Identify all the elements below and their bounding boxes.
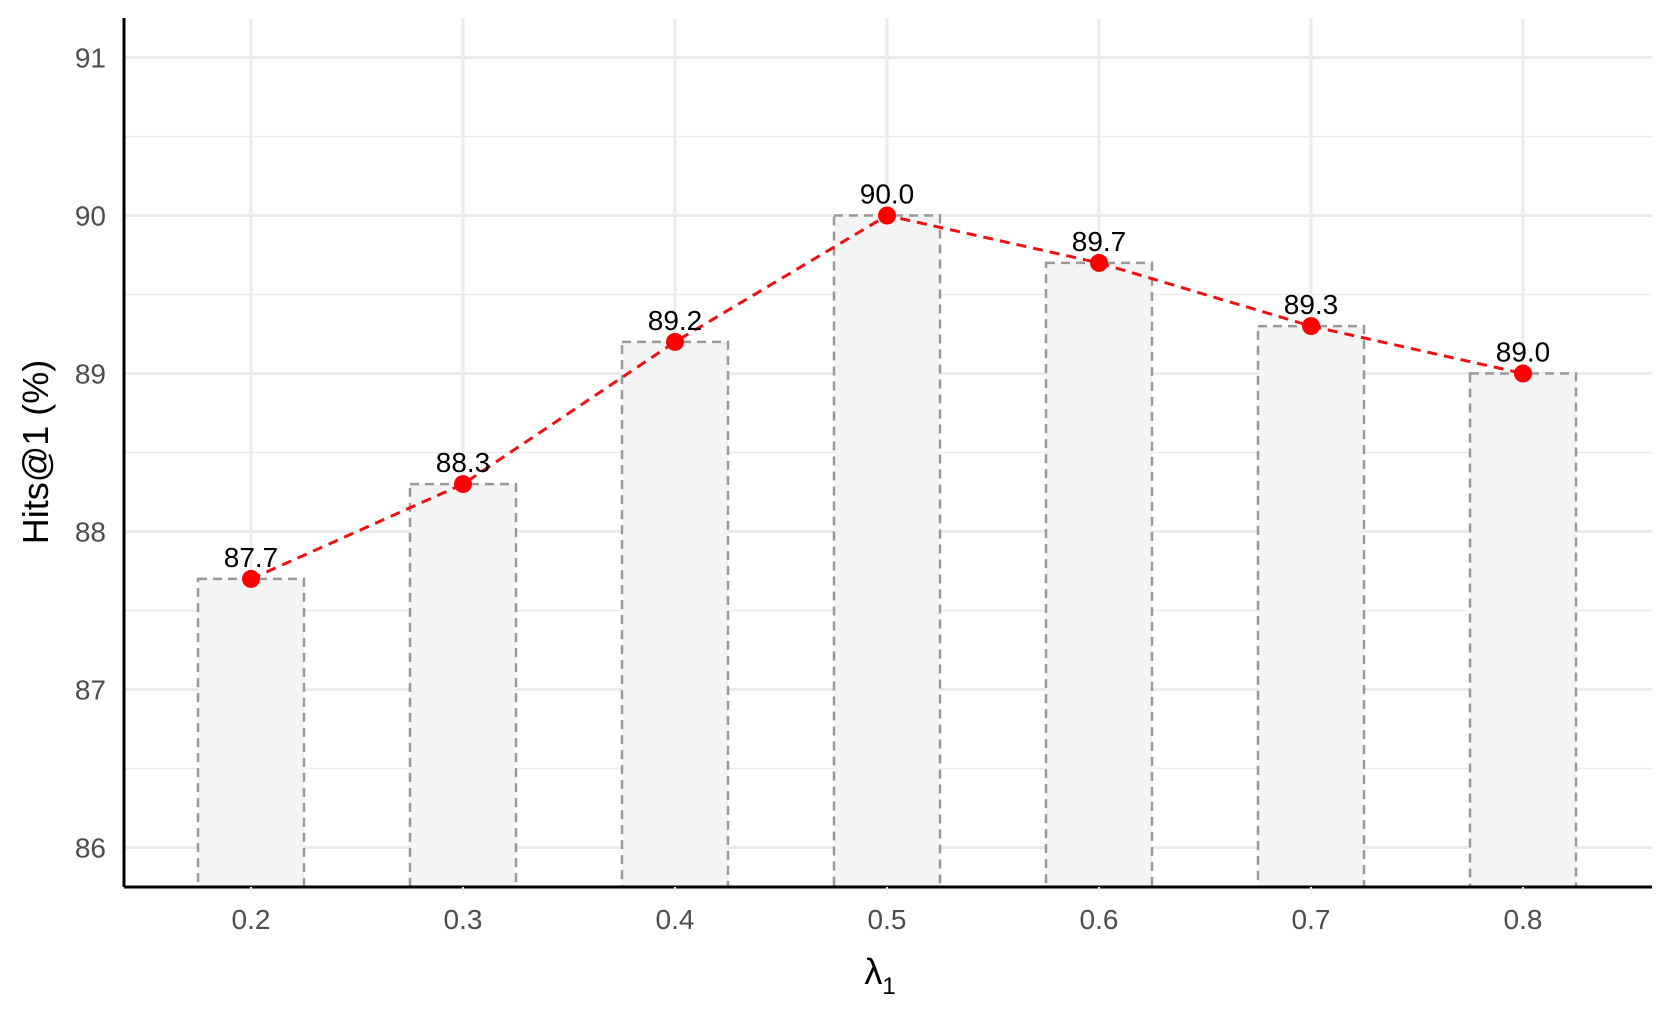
data-point [1302,317,1320,336]
x-tick-label: 0.7 [1292,904,1331,935]
x-axis-title-symbol: λ [864,951,882,992]
data-label: 89.0 [1496,337,1551,368]
x-tick-label: 0.5 [868,904,907,935]
data-point [1090,253,1108,272]
data-point [242,569,260,588]
bar [408,482,518,889]
data-label: 88.3 [436,447,491,478]
y-tick-label: 91 [75,43,106,74]
data-point [878,206,896,225]
bar [1044,261,1154,889]
labels-layer: 87.7 88.3 89.2 90.0 89.7 89.3 89.0 [224,179,1551,573]
data-label: 89.7 [1072,226,1127,257]
data-point [666,332,684,351]
x-axis-title: λ1 [864,951,895,1000]
data-label: 89.2 [648,305,703,336]
x-tick-label: 0.6 [1080,904,1119,935]
x-tick-label: 0.8 [1504,904,1543,935]
bar [1256,324,1366,889]
x-tick-label: 0.4 [656,904,695,935]
bar [832,214,942,889]
data-label: 89.3 [1284,289,1339,320]
y-tick-label: 86 [75,833,106,864]
y-tick-label: 88 [75,517,106,548]
bar [620,340,730,889]
bar [1468,372,1578,889]
x-axis-title-subscript: 1 [882,973,895,1000]
x-tick-label: 0.2 [232,904,271,935]
y-tick-label: 90 [75,201,106,232]
data-point [454,475,472,494]
x-tick-label: 0.3 [444,904,483,935]
data-label: 90.0 [860,179,915,210]
y-axis-title: Hits@1 (%) [15,360,56,545]
bars-layer [196,214,1578,889]
data-label: 87.7 [224,542,279,573]
axes-layer: 86 87 88 89 90 91 0.2 0.3 0.4 0.5 0.6 0.7 0.8 [75,18,1652,935]
y-tick-label: 87 [75,675,106,706]
y-tick-label: 89 [75,359,106,390]
bar [196,577,306,889]
line-layer [242,206,1532,588]
data-point [1514,364,1532,383]
